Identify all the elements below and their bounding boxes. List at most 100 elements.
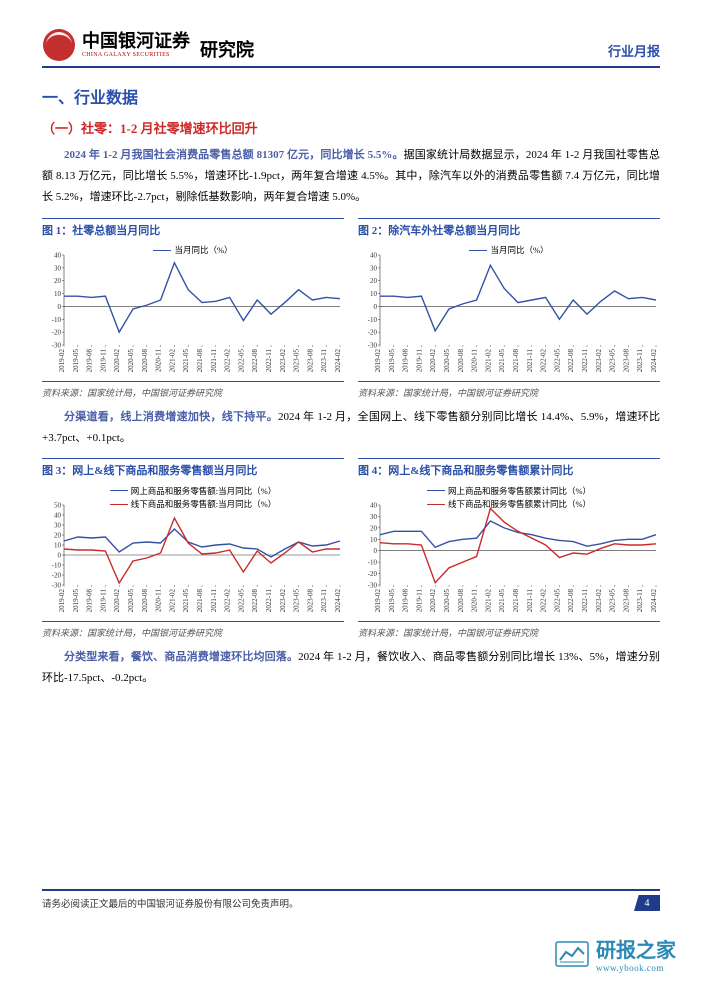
page-number: 4 <box>634 895 660 911</box>
figure-1: 图 1：社零总额当月同比 当月同比（%）-30-20-1001020304020… <box>42 214 344 399</box>
svg-text:2020-05: 2020-05 <box>127 589 135 613</box>
svg-text:2023-11: 2023-11 <box>636 589 644 613</box>
svg-text:0: 0 <box>58 552 62 560</box>
svg-text:30: 30 <box>54 264 62 272</box>
svg-text:2019-08: 2019-08 <box>402 589 410 613</box>
svg-text:2022-08: 2022-08 <box>567 589 575 613</box>
svg-text:2023-08: 2023-08 <box>306 589 314 613</box>
svg-text:2022-11: 2022-11 <box>265 348 273 372</box>
svg-text:2022-08: 2022-08 <box>251 348 259 372</box>
svg-text:20: 20 <box>370 277 378 285</box>
svg-text:2020-05: 2020-05 <box>127 348 135 372</box>
document-type: 行业月报 <box>608 41 660 62</box>
section-heading-1: 一、行业数据 <box>42 84 660 108</box>
svg-text:-20: -20 <box>368 328 378 336</box>
figure-1-chart: 当月同比（%）-30-20-100102030402019-022019-052… <box>42 243 344 379</box>
svg-text:2019-05: 2019-05 <box>388 348 396 372</box>
svg-text:10: 10 <box>54 542 62 550</box>
svg-text:2023-11: 2023-11 <box>636 348 644 372</box>
svg-text:2019-02: 2019-02 <box>374 348 382 372</box>
svg-text:2023-02: 2023-02 <box>279 589 287 613</box>
svg-text:2020-05: 2020-05 <box>443 348 451 372</box>
watermark: 研报之家 www.ybook.com <box>554 934 676 973</box>
company-name-en: CHINA GALAXY SECURITIES <box>82 52 190 58</box>
svg-text:40: 40 <box>54 512 62 520</box>
svg-text:2023-02: 2023-02 <box>595 348 603 372</box>
svg-text:2020-08: 2020-08 <box>457 348 465 372</box>
svg-text:20: 20 <box>54 532 62 540</box>
svg-text:-20: -20 <box>368 571 378 579</box>
watermark-text-en: www.ybook.com <box>596 963 676 973</box>
svg-text:0: 0 <box>374 303 378 311</box>
paragraph-3: 分类型来看，餐饮、商品消费增速环比均回落。2024 年 1-2 月，餐饮收入、商… <box>42 647 660 689</box>
svg-text:2021-08: 2021-08 <box>196 348 204 372</box>
svg-text:2019-11: 2019-11 <box>99 589 107 613</box>
svg-text:2020-11: 2020-11 <box>471 589 479 613</box>
figure-4-source: 资料来源：国家统计局，中国银河证券研究院 <box>358 621 660 639</box>
svg-text:2023-11: 2023-11 <box>320 589 328 613</box>
figure-2: 图 2：除汽车外社零总额当月同比 当月同比（%）-30-20-100102030… <box>358 214 660 399</box>
svg-text:2022-08: 2022-08 <box>251 589 259 613</box>
svg-text:2024-02: 2024-02 <box>334 589 342 613</box>
svg-text:-10: -10 <box>368 559 378 567</box>
svg-text:2022-05: 2022-05 <box>237 348 245 372</box>
logo-badge-icon <box>42 28 76 62</box>
svg-text:-10: -10 <box>52 315 62 323</box>
paragraph-2-lead: 分渠道看，线上消费增速加快，线下持平。 <box>64 411 278 423</box>
svg-text:2021-08: 2021-08 <box>512 348 520 372</box>
svg-text:2021-11: 2021-11 <box>526 348 534 372</box>
svg-text:-30: -30 <box>368 582 378 590</box>
svg-text:2021-08: 2021-08 <box>512 589 520 613</box>
institute-name: 研究院 <box>200 36 254 62</box>
svg-text:30: 30 <box>54 522 62 530</box>
svg-text:2020-08: 2020-08 <box>141 589 149 613</box>
svg-text:2021-11: 2021-11 <box>526 589 534 613</box>
watermark-icon <box>554 940 590 968</box>
svg-text:2022-11: 2022-11 <box>581 348 589 372</box>
svg-text:2021-11: 2021-11 <box>210 348 218 372</box>
svg-text:2022-02: 2022-02 <box>224 589 232 613</box>
paragraph-1-lead: 2024 年 1-2 月我国社会消费品零售总额 81307 亿元，同比增长 5.… <box>64 149 404 161</box>
svg-text:-30: -30 <box>368 341 378 349</box>
svg-text:2023-08: 2023-08 <box>622 589 630 613</box>
figure-2-title: 图 2：除汽车外社零总额当月同比 <box>358 218 660 243</box>
svg-text:2022-05: 2022-05 <box>237 589 245 613</box>
figure-1-source: 资料来源：国家统计局，中国银河证券研究院 <box>42 381 344 399</box>
watermark-text-cn: 研报之家 <box>596 940 676 962</box>
svg-text:0: 0 <box>58 303 62 311</box>
svg-text:2021-02: 2021-02 <box>168 589 176 613</box>
svg-text:2020-11: 2020-11 <box>155 348 163 372</box>
paragraph-3-lead: 分类型来看，餐饮、商品消费增速环比均回落。 <box>64 651 298 663</box>
svg-text:2019-08: 2019-08 <box>402 348 410 372</box>
svg-text:2022-05: 2022-05 <box>553 589 561 613</box>
svg-text:-30: -30 <box>52 341 62 349</box>
chart-row-2: 图 3：网上&线下商品和服务零售额当月同比 网上商品和服务零售额:当月同比（%）… <box>42 454 660 639</box>
svg-text:2020-08: 2020-08 <box>457 589 465 613</box>
svg-text:2020-11: 2020-11 <box>155 589 163 613</box>
svg-text:2021-05: 2021-05 <box>498 348 506 372</box>
svg-text:2019-05: 2019-05 <box>72 589 80 613</box>
page-footer: 请务必阅读正文最后的中国银河证券股份有限公司免责声明。 4 <box>42 889 660 911</box>
svg-text:2024-02: 2024-02 <box>650 348 658 372</box>
chart-row-1: 图 1：社零总额当月同比 当月同比（%）-30-20-1001020304020… <box>42 214 660 399</box>
svg-text:2022-11: 2022-11 <box>265 589 273 613</box>
svg-text:2019-02: 2019-02 <box>374 589 382 613</box>
svg-text:2019-11: 2019-11 <box>99 348 107 372</box>
svg-text:10: 10 <box>54 290 62 298</box>
svg-text:-10: -10 <box>52 562 62 570</box>
figure-4-chart: 网上商品和服务零售额累计同比（%）线下商品和服务零售额累计同比（%）-30-20… <box>358 483 660 619</box>
svg-text:2022-02: 2022-02 <box>224 348 232 372</box>
company-name-cn: 中国银河证券 <box>82 32 190 52</box>
figure-3-chart: 网上商品和服务零售额:当月同比（%）线下商品和服务零售额:当月同比（%）-30-… <box>42 483 344 619</box>
svg-text:2023-05: 2023-05 <box>609 348 617 372</box>
section-heading-2: （一）社零：1-2 月社零增速环比回升 <box>42 118 660 137</box>
svg-text:2021-05: 2021-05 <box>498 589 506 613</box>
svg-text:2020-05: 2020-05 <box>443 589 451 613</box>
svg-text:2022-11: 2022-11 <box>581 589 589 613</box>
svg-text:30: 30 <box>370 513 378 521</box>
svg-text:2021-08: 2021-08 <box>196 589 204 613</box>
svg-text:10: 10 <box>370 536 378 544</box>
svg-text:30: 30 <box>370 264 378 272</box>
figure-2-source: 资料来源：国家统计局，中国银河证券研究院 <box>358 381 660 399</box>
svg-text:2021-11: 2021-11 <box>210 589 218 613</box>
